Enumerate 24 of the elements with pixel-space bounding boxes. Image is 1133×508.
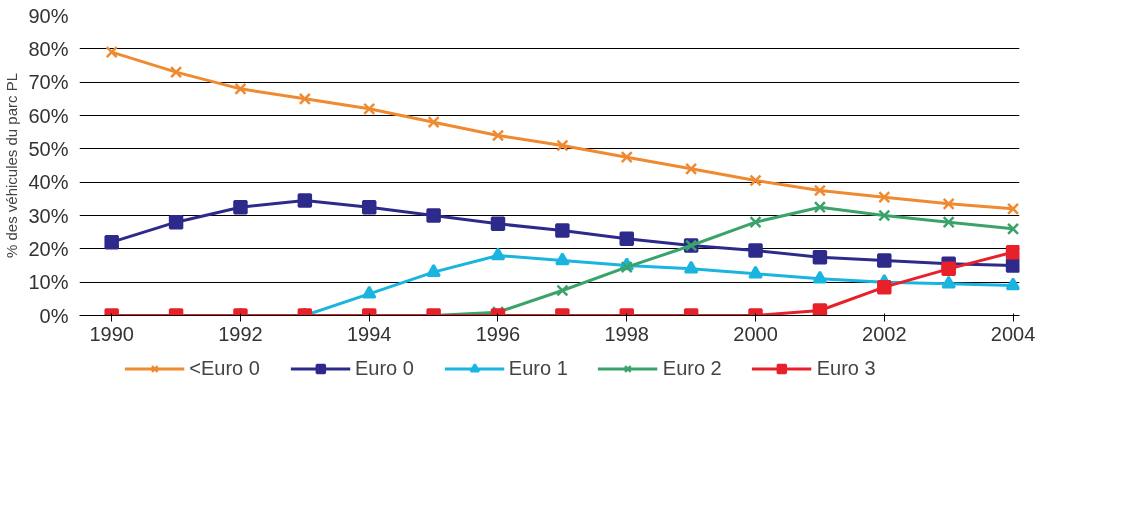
legend-label: Euro 3: [816, 356, 876, 380]
x-tick-label: 2002: [862, 322, 907, 345]
legend-label: Euro 1: [508, 356, 568, 380]
x-tick-label: 1992: [218, 322, 263, 345]
y-tick-label: 60%: [28, 104, 69, 127]
y-tick-label: 80%: [28, 37, 69, 60]
y-tick-label: 30%: [28, 204, 69, 227]
y-tick-label: 10%: [28, 271, 69, 294]
y-tick-label: 20%: [28, 237, 69, 260]
legend-label: Euro 2: [662, 356, 722, 380]
legend-label: Euro 0: [354, 356, 414, 380]
y-tick-label: 40%: [28, 171, 69, 194]
y-axis-title: % des véhicules du parc PL: [3, 72, 21, 259]
x-tick-label: 1990: [89, 322, 134, 345]
x-tick-label: 2000: [733, 322, 778, 345]
y-tick-label: 90%: [28, 4, 69, 27]
x-tick-label: 1996: [475, 322, 521, 345]
y-tick-label: 0%: [39, 304, 69, 327]
y-tick-label: 50%: [28, 137, 69, 160]
y-tick-label: 70%: [28, 71, 69, 94]
x-tick-label: 1998: [604, 322, 650, 345]
legend-label: <Euro 0: [189, 356, 260, 380]
x-tick-label: 2004: [990, 322, 1036, 345]
x-tick-label: 1994: [346, 322, 392, 345]
